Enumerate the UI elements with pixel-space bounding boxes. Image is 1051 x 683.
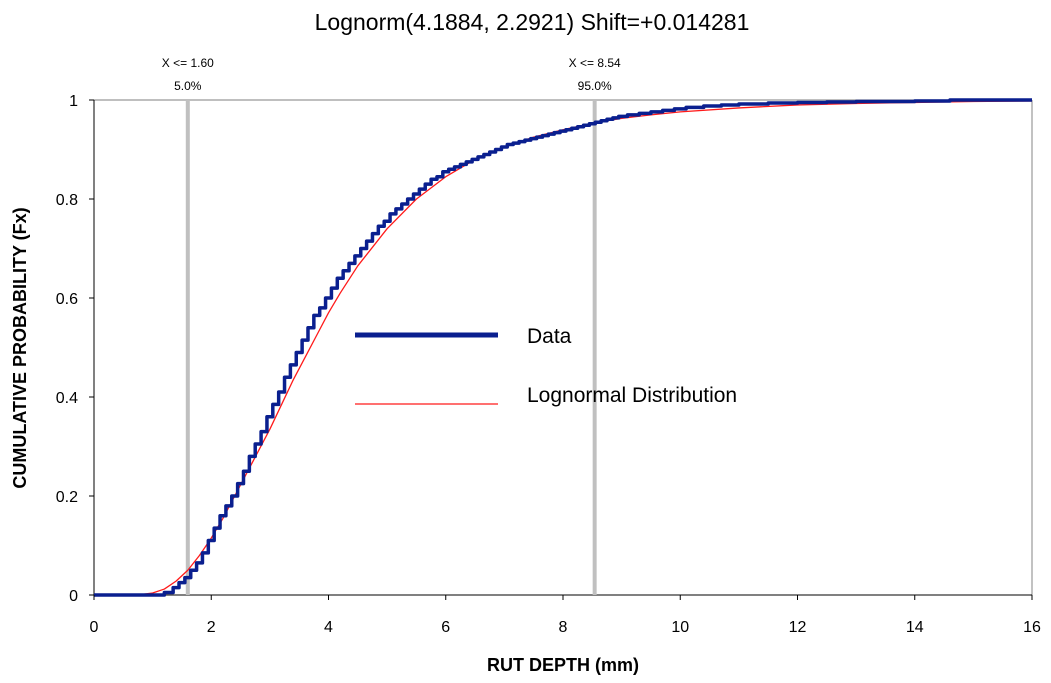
y-tick-label: 0.4	[56, 390, 78, 407]
series-line-data	[94, 98, 1032, 597]
x-tick-label: 6	[441, 619, 450, 636]
legend-box	[340, 305, 590, 430]
x-tick-label: 0	[90, 619, 99, 636]
y-tick-label: 1	[69, 93, 78, 110]
x-tick-label: 4	[324, 619, 333, 636]
y-axis-title: CUMULATIVE PROBABILITY (Fx)	[10, 207, 30, 488]
percentile-marker-value: X <= 1.60	[162, 56, 214, 70]
x-tick-label: 2	[207, 619, 216, 636]
legend-label-data: Data	[527, 325, 572, 348]
y-tick-label: 0.8	[56, 192, 78, 209]
x-axis-title: RUT DEPTH (mm)	[487, 655, 639, 675]
legend: Data Lognormal Distribution	[340, 305, 737, 430]
x-tick-label: 12	[789, 619, 807, 636]
y-tick-label: 0.2	[56, 489, 78, 506]
x-tick-label: 8	[559, 619, 568, 636]
y-tick-label: 0.6	[56, 291, 78, 308]
percentile-marker-percent: 95.0%	[578, 79, 612, 93]
x-tick-label: 16	[1023, 619, 1041, 636]
percentile-marker-percent: 5.0%	[174, 79, 202, 93]
x-tick-label: 14	[906, 619, 924, 636]
x-tick-label: 10	[671, 619, 689, 636]
chart-title: Lognorm(4.1884, 2.2921) Shift=+0.014281	[315, 9, 750, 35]
y-tick-label: 0	[69, 588, 78, 605]
percentile-marker-value: X <= 8.54	[569, 56, 621, 70]
legend-label-lognormal: Lognormal Distribution	[527, 384, 737, 407]
